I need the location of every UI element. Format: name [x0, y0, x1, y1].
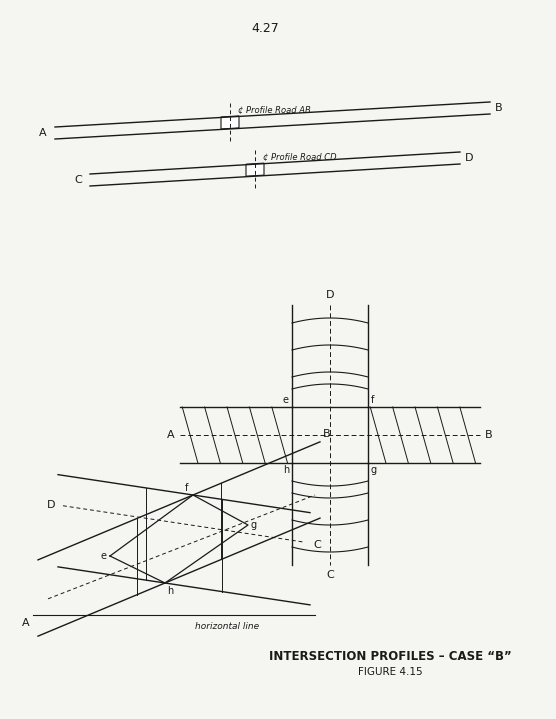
Text: h: h: [167, 586, 173, 596]
Text: C: C: [313, 540, 321, 550]
Text: FIGURE 4.15: FIGURE 4.15: [358, 667, 423, 677]
Text: e: e: [283, 395, 289, 405]
Text: ¢ Profile Road CD: ¢ Profile Road CD: [263, 153, 336, 162]
Text: g: g: [371, 465, 377, 475]
Text: D: D: [47, 500, 55, 510]
Text: D: D: [465, 153, 474, 163]
Text: f: f: [371, 395, 374, 405]
Polygon shape: [246, 163, 264, 176]
Text: horizontal line: horizontal line: [195, 622, 259, 631]
Text: f: f: [185, 483, 188, 493]
Text: A: A: [167, 430, 175, 440]
Text: C: C: [75, 175, 82, 185]
Text: B: B: [485, 430, 493, 440]
Text: A: A: [39, 128, 47, 138]
Text: e: e: [101, 551, 107, 561]
Text: 4.27: 4.27: [251, 22, 279, 35]
Text: A: A: [22, 618, 30, 628]
Text: C: C: [326, 570, 334, 580]
Text: B: B: [323, 429, 331, 439]
Text: INTERSECTION PROFILES – CASE “B”: INTERSECTION PROFILES – CASE “B”: [269, 651, 512, 664]
Text: g: g: [251, 520, 257, 530]
Text: D: D: [326, 290, 334, 300]
Polygon shape: [221, 116, 239, 129]
Text: B: B: [495, 103, 503, 113]
Text: h: h: [283, 465, 289, 475]
Text: ¢ Profile Road AB: ¢ Profile Road AB: [238, 106, 311, 115]
